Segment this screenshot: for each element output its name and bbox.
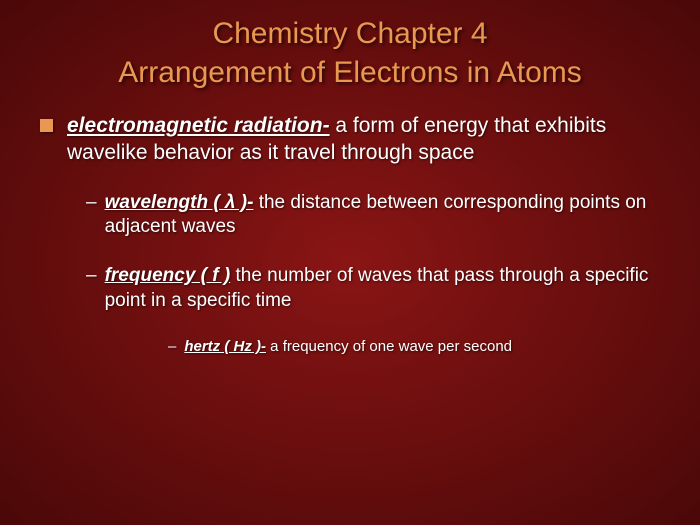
dash-icon: – bbox=[86, 191, 97, 216]
term-hertz: hertz ( Hz )- bbox=[184, 338, 266, 355]
bullet-text-1: electromagnetic radiation- a form of ene… bbox=[67, 112, 660, 167]
def-hertz: a frequency of one wave per second bbox=[266, 338, 512, 355]
sub-text-frequency: frequency ( f ) the number of waves that… bbox=[105, 264, 660, 313]
sub-text-wavelength: wavelength ( λ )- the distance between c… bbox=[105, 191, 660, 240]
title-line-2: Arrangement of Electrons in Atoms bbox=[118, 56, 582, 89]
dash-icon: – bbox=[86, 264, 97, 289]
sub-sub-text-hertz: hertz ( Hz )- a frequency of one wave pe… bbox=[184, 337, 512, 357]
dash-icon: – bbox=[168, 337, 176, 357]
term-frequency: frequency ( f ) bbox=[105, 265, 231, 286]
sub-sub-item-hertz: – hertz ( Hz )- a frequency of one wave … bbox=[168, 337, 660, 357]
bullet-item-1: electromagnetic radiation- a form of ene… bbox=[40, 112, 660, 167]
sub-item-wavelength: – wavelength ( λ )- the distance between… bbox=[86, 191, 660, 240]
term-wavelength: wavelength ( λ )- bbox=[105, 192, 254, 213]
slide-container: Chemistry Chapter 4 Arrangement of Elect… bbox=[0, 0, 700, 377]
term-electromagnetic-radiation: electromagnetic radiation- bbox=[67, 114, 330, 137]
bullet-icon bbox=[40, 119, 53, 132]
title-line-1: Chemistry Chapter 4 bbox=[212, 17, 487, 50]
sub-item-frequency: – frequency ( f ) the number of waves th… bbox=[86, 264, 660, 313]
slide-title: Chemistry Chapter 4 Arrangement of Elect… bbox=[40, 14, 660, 92]
